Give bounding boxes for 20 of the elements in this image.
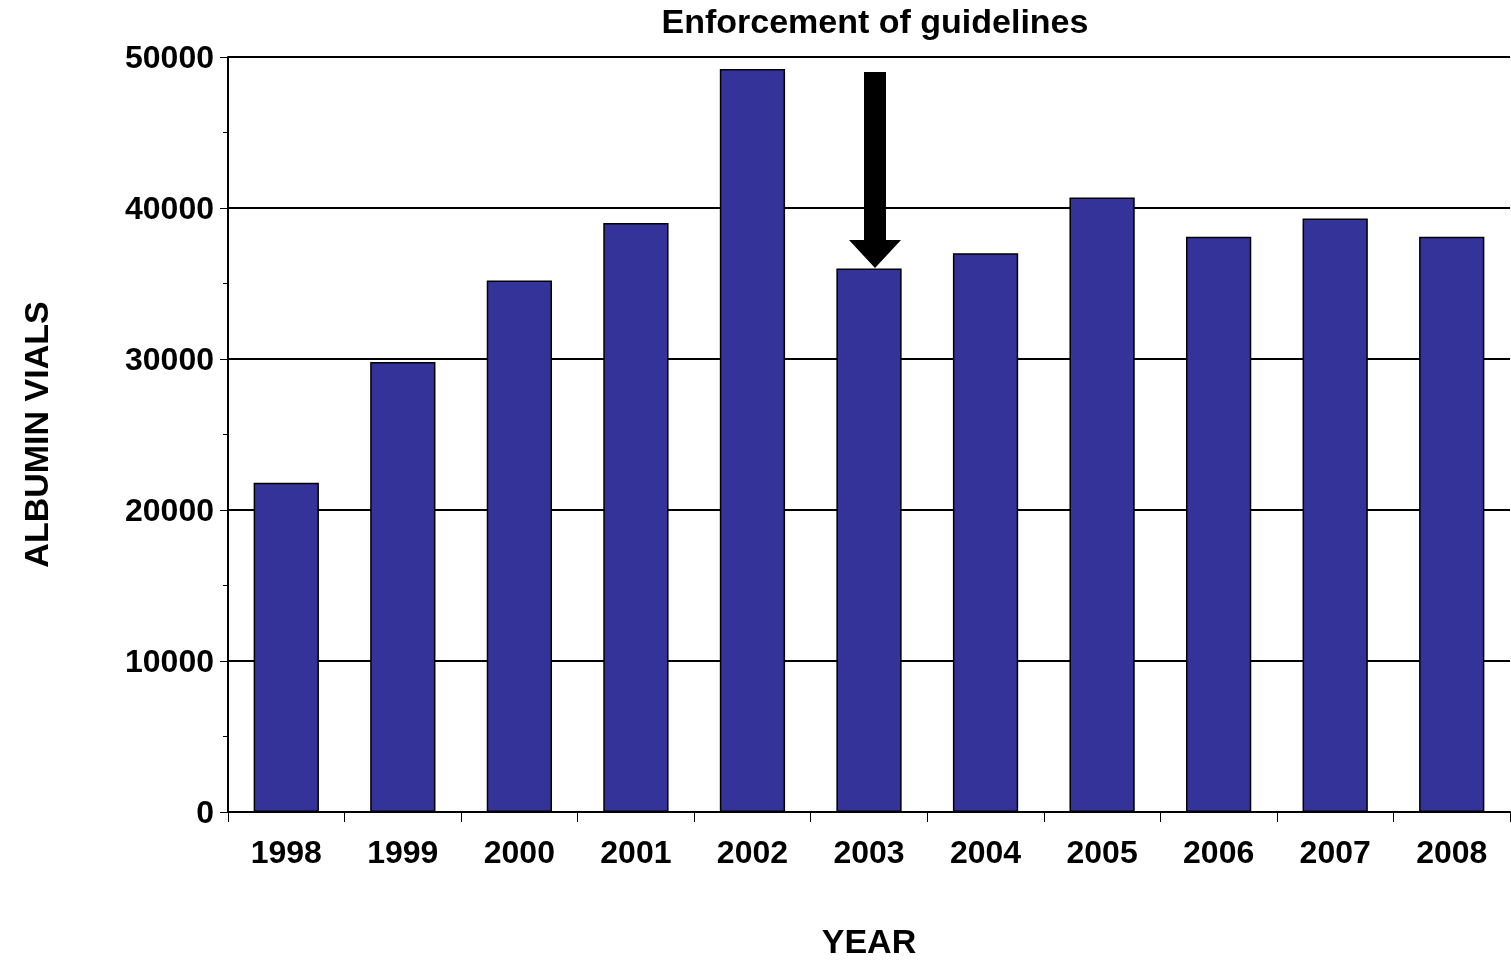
x-tick-label: 2004 [949, 834, 1022, 870]
x-tick-label: 2000 [483, 834, 555, 870]
text: Enforcement of guidelines [661, 2, 1089, 41]
x-tick-label: 2003 [833, 834, 905, 870]
y-tick-label: 50000 [125, 39, 214, 75]
y-tick-label: 0 [196, 794, 214, 830]
y-tick-label: 10000 [125, 643, 214, 679]
x-tick-label: 1998 [250, 834, 322, 870]
x-tick-label: 2005 [1066, 834, 1138, 870]
y-tick-label: 20000 [125, 492, 214, 528]
y-tick-label: 40000 [125, 190, 214, 226]
x-tick-label: 2002 [716, 834, 789, 870]
x-tick-label: 2006 [1183, 834, 1255, 870]
x-tick-label: 2001 [600, 834, 672, 870]
x-tick-label: 1999 [367, 834, 439, 870]
x-tick-label: 2008 [1416, 834, 1488, 870]
y-axis-title: ALBUMIN VIALS [17, 301, 55, 568]
y-tick-label: 30000 [125, 341, 214, 377]
x-tick-label: 2007 [1299, 834, 1371, 870]
x-axis-title: YEAR [821, 922, 917, 960]
